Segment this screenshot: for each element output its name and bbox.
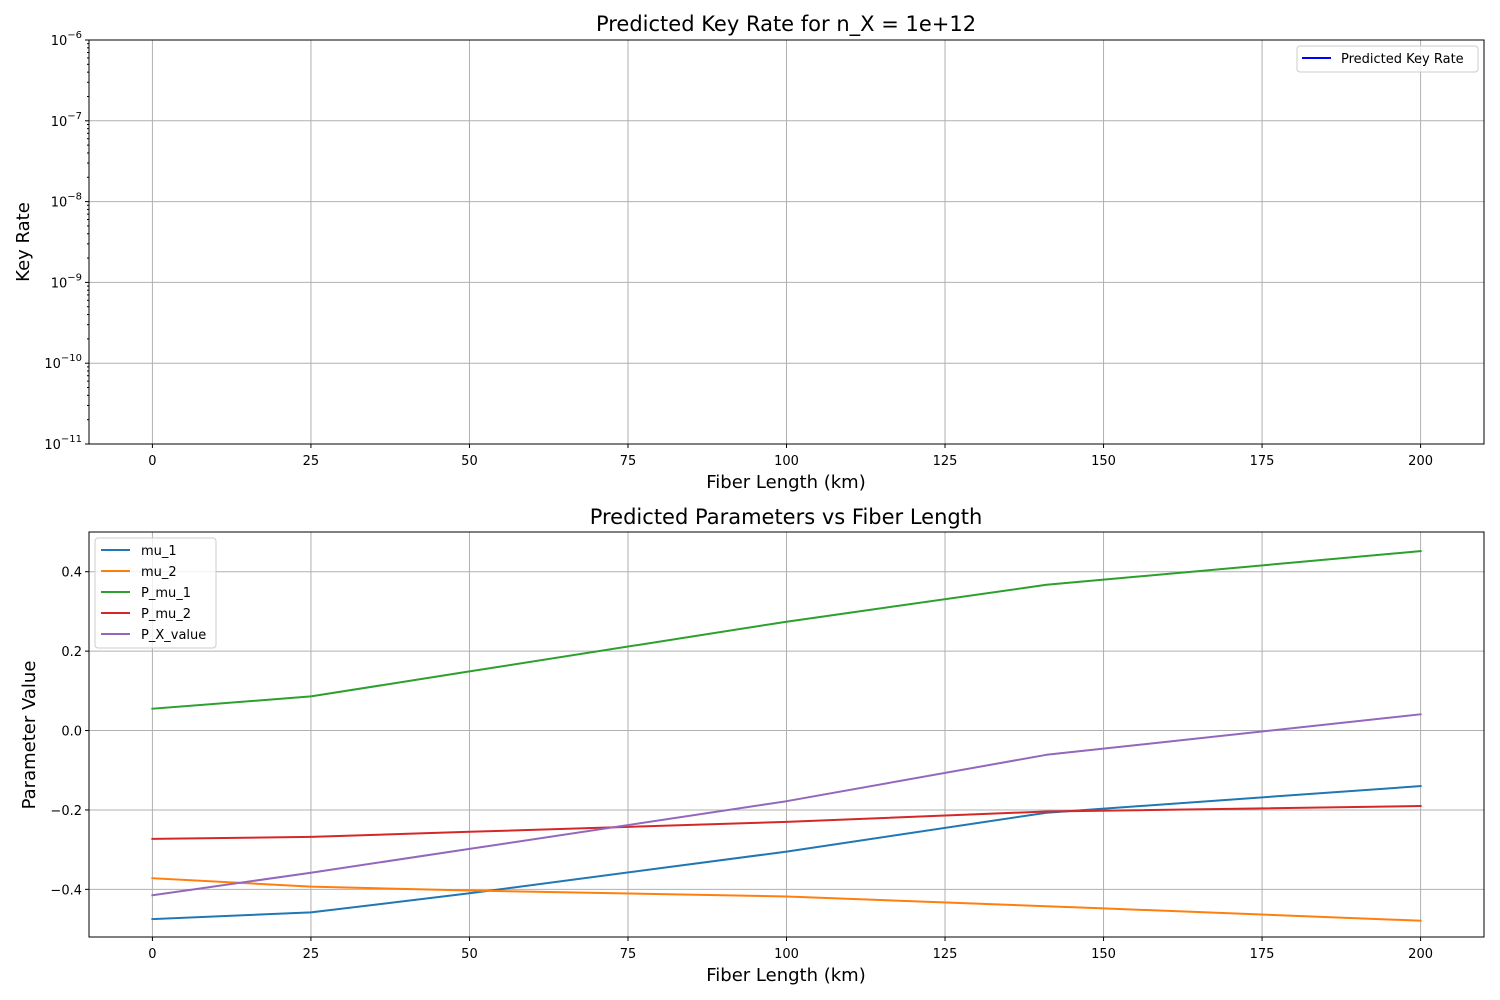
parameters-y-axis-label: Parameter Value: [19, 661, 40, 810]
x-tick-label: 125: [933, 454, 958, 469]
y-tick-label: 0.2: [61, 645, 82, 660]
y-tick-label: 0.0: [61, 725, 82, 740]
y-tick-label: 10−11: [44, 434, 82, 453]
x-tick-label: 150: [1091, 454, 1116, 469]
parameters-legend: mu_1 mu_2 P_mu_1 P_mu_2 P_X_value: [94, 537, 217, 649]
y-tick-label: 10−6: [51, 30, 82, 49]
key-rate-chart-title: Predicted Key Rate for n_X = 1e+12: [596, 12, 976, 37]
x-tick-label: 100: [774, 454, 799, 469]
legend-label-p-mu-1: P_mu_1: [141, 586, 191, 601]
key-rate-legend-box: [1296, 45, 1479, 73]
parameters-chart: 0 25 50 75 100 125 150 175 200−0.4−0.20.00.20.4 …: [19, 505, 1485, 986]
y-tick-label: 10−9: [51, 272, 82, 291]
series-line-p-mu-2: [151, 804, 1422, 840]
series-line-p-mu-1: [151, 550, 1422, 710]
x-tick-label: 200: [1408, 947, 1433, 962]
y-tick-label: −0.2: [50, 804, 82, 819]
y-tick-label: −0.4: [50, 883, 82, 898]
y-tick-label: 0.4: [61, 566, 82, 581]
series-line-mu-1: [151, 785, 1422, 921]
x-tick-label: 25: [303, 947, 320, 962]
x-tick-label: 75: [620, 454, 637, 469]
y-tick-label: 10−10: [44, 353, 82, 372]
parameters-legend-box: [94, 537, 217, 649]
x-tick-label: 0: [148, 947, 156, 962]
y-tick-label: 10−7: [51, 111, 82, 130]
legend-label-p-mu-2: P_mu_2: [141, 607, 191, 622]
x-tick-label: 175: [1250, 947, 1275, 962]
y-tick-label: 10−8: [51, 192, 82, 211]
x-tick-label: 125: [933, 947, 958, 962]
x-tick-label: 0: [148, 454, 156, 469]
x-tick-label: 50: [461, 454, 478, 469]
x-tick-label: 150: [1091, 947, 1116, 962]
series-line-mu-2: [151, 877, 1422, 922]
key-rate-y-axis-label: Key Rate: [13, 202, 34, 282]
x-tick-label: 100: [774, 947, 799, 962]
x-tick-label: 200: [1408, 454, 1433, 469]
legend-label-p-x-value: P_X_value: [141, 628, 206, 643]
parameters-x-axis-label: Fiber Length (km): [706, 965, 865, 986]
x-tick-label: 175: [1250, 454, 1275, 469]
legend-label-mu-1: mu_1: [141, 544, 177, 559]
key-rate-chart: 0 25 50 75 100 125 150 175 200 10−11 10−10 10−9 10−8…: [13, 12, 1485, 493]
x-tick-label: 25: [303, 454, 320, 469]
legend-label-mu-2: mu_2: [141, 565, 177, 580]
key-rate-x-axis-label: Fiber Length (km): [706, 472, 865, 493]
legend-label-predicted-key-rate: Predicted Key Rate: [1341, 52, 1464, 67]
key-rate-legend: Predicted Key Rate: [1296, 45, 1479, 73]
series-line-p-x-value: [151, 713, 1422, 897]
x-tick-label: 75: [620, 947, 637, 962]
x-tick-label: 50: [461, 947, 478, 962]
parameters-chart-title: Predicted Parameters vs Fiber Length: [590, 505, 983, 529]
